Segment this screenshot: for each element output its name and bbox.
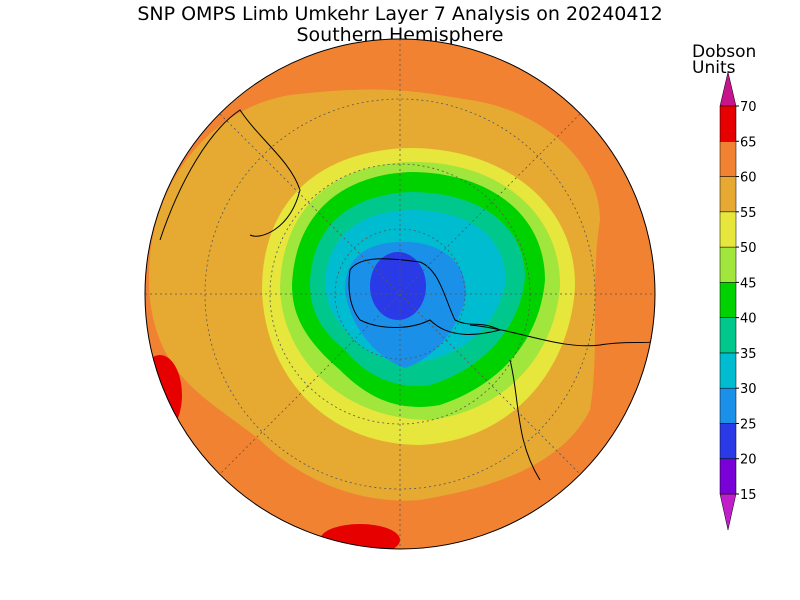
colorbar-under xyxy=(719,493,737,531)
colorbar-label: Units xyxy=(692,58,736,78)
colorbar-tick-label: 70 xyxy=(740,100,757,115)
colorbar-tick-label: 60 xyxy=(740,171,757,186)
colorbar-tick-label: 65 xyxy=(740,135,757,150)
map-border xyxy=(144,38,656,550)
colorbar-segment xyxy=(719,211,737,248)
colorbar-segment xyxy=(719,317,737,354)
map xyxy=(145,39,655,549)
colorbar-tick-label: 55 xyxy=(740,206,757,221)
colorbar-segment xyxy=(719,246,737,283)
colorbar-segment xyxy=(719,423,737,459)
subtitle: Southern Hemisphere xyxy=(296,24,503,46)
colorbar-segment xyxy=(719,176,737,213)
coastline xyxy=(159,109,301,241)
colorbar-segment xyxy=(719,387,737,424)
colorbar-segment xyxy=(719,458,737,495)
colorbar-segment xyxy=(719,141,737,177)
colorbar-tick-label: 35 xyxy=(740,347,757,362)
contour-20 xyxy=(370,252,426,320)
colorbar-tick-label: 45 xyxy=(740,276,757,291)
colorbar-segment xyxy=(719,282,737,318)
colorbar-tick-label: 40 xyxy=(740,312,757,327)
colorbar-segment xyxy=(719,352,737,389)
title: SNP OMPS Limb Umkehr Layer 7 Analysis on… xyxy=(137,3,662,25)
grid-meridian xyxy=(145,39,655,549)
coastline xyxy=(469,324,655,481)
colorbar-tick-label: 30 xyxy=(740,382,757,397)
colorbar-tick-label: 25 xyxy=(740,417,757,432)
max-patch xyxy=(145,355,182,435)
colorbar-tick-label: 20 xyxy=(740,453,757,468)
colorbar-tick-label: 15 xyxy=(740,488,757,503)
colorbar-segment xyxy=(719,105,737,142)
colorbar-label: Dobson xyxy=(692,42,756,62)
colorbar-tick-label: 50 xyxy=(740,241,757,256)
